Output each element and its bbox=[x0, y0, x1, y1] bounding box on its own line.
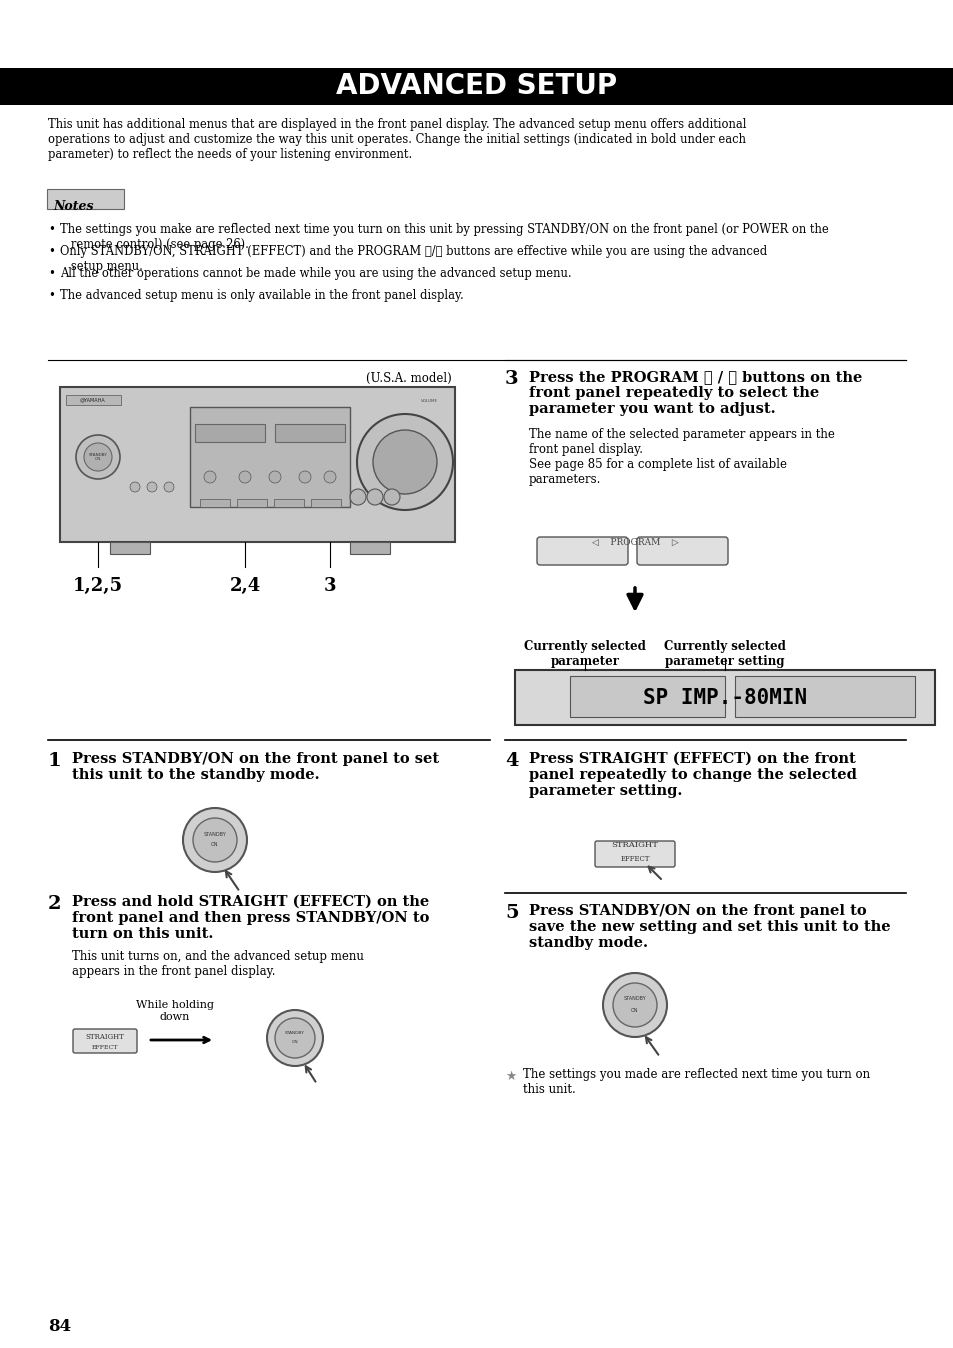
Circle shape bbox=[76, 435, 120, 479]
Text: •: • bbox=[48, 288, 55, 302]
Circle shape bbox=[193, 818, 236, 861]
Circle shape bbox=[613, 983, 657, 1027]
Text: EFFECT: EFFECT bbox=[619, 855, 649, 863]
Circle shape bbox=[602, 973, 666, 1037]
Circle shape bbox=[269, 470, 281, 483]
FancyBboxPatch shape bbox=[537, 537, 627, 565]
FancyBboxPatch shape bbox=[637, 537, 727, 565]
Bar bbox=[0, 67, 953, 105]
Bar bbox=[569, 675, 724, 717]
Bar bbox=[515, 670, 934, 725]
Text: While holding
down: While holding down bbox=[136, 1000, 213, 1022]
Text: STRAIGHT: STRAIGHT bbox=[86, 1033, 124, 1041]
Text: This unit has additional menus that are displayed in the front panel display. Th: This unit has additional menus that are … bbox=[48, 119, 745, 160]
Circle shape bbox=[130, 483, 140, 492]
FancyBboxPatch shape bbox=[595, 841, 675, 867]
Text: 2: 2 bbox=[48, 895, 61, 913]
Bar bbox=[350, 542, 390, 554]
Text: Only STANDBY/ON, STRAIGHT (EFFECT) and the PROGRAM ⋕/⋖ buttons are effective whi: Only STANDBY/ON, STRAIGHT (EFFECT) and t… bbox=[60, 245, 766, 274]
Text: Press the PROGRAM ⋕ / ⋖ buttons on the
front panel repeatedly to select the
para: Press the PROGRAM ⋕ / ⋖ buttons on the f… bbox=[529, 369, 862, 417]
Text: STANDBY
ON: STANDBY ON bbox=[89, 453, 108, 461]
Circle shape bbox=[164, 483, 173, 492]
Text: 5: 5 bbox=[504, 905, 518, 922]
Circle shape bbox=[350, 489, 366, 506]
Circle shape bbox=[204, 470, 215, 483]
FancyBboxPatch shape bbox=[47, 189, 124, 209]
Text: 1,2,5: 1,2,5 bbox=[72, 577, 123, 594]
Bar bbox=[236, 499, 267, 507]
Text: Notes: Notes bbox=[53, 200, 93, 213]
Circle shape bbox=[239, 470, 251, 483]
Text: 1: 1 bbox=[48, 752, 62, 770]
Circle shape bbox=[367, 489, 382, 506]
Text: 3: 3 bbox=[504, 369, 518, 388]
Bar bbox=[274, 499, 304, 507]
Text: 84: 84 bbox=[48, 1318, 71, 1335]
Bar bbox=[66, 395, 121, 404]
Text: •: • bbox=[48, 267, 55, 280]
Circle shape bbox=[298, 470, 311, 483]
Text: ★: ★ bbox=[504, 1070, 516, 1082]
Text: The settings you make are reflected next time you turn on this unit by pressing : The settings you make are reflected next… bbox=[60, 222, 828, 251]
Circle shape bbox=[183, 807, 247, 872]
Text: SP IMP.-80MIN: SP IMP.-80MIN bbox=[642, 689, 806, 709]
Text: 4: 4 bbox=[504, 752, 518, 770]
Text: ADVANCED SETUP: ADVANCED SETUP bbox=[336, 73, 617, 101]
Text: The name of the selected parameter appears in the
front panel display.
See page : The name of the selected parameter appea… bbox=[529, 429, 834, 487]
Text: VOLUME: VOLUME bbox=[421, 399, 438, 403]
Circle shape bbox=[384, 489, 399, 506]
Text: ON: ON bbox=[292, 1041, 298, 1043]
Circle shape bbox=[274, 1018, 314, 1058]
Text: All the other operations cannot be made while you are using the advanced setup m: All the other operations cannot be made … bbox=[60, 267, 571, 280]
Circle shape bbox=[373, 430, 436, 493]
Text: STANDBY: STANDBY bbox=[285, 1031, 305, 1035]
Bar bbox=[734, 675, 914, 717]
Text: @YAMAHA: @YAMAHA bbox=[80, 398, 106, 403]
Text: STANDBY: STANDBY bbox=[203, 832, 226, 837]
FancyBboxPatch shape bbox=[73, 1029, 137, 1053]
Text: Press STRAIGHT (EFFECT) on the front
panel repeatedly to change the selected
par: Press STRAIGHT (EFFECT) on the front pan… bbox=[529, 752, 856, 798]
Text: •: • bbox=[48, 245, 55, 257]
Bar bbox=[60, 387, 455, 542]
Text: Press STANDBY/ON on the front panel to set
this unit to the standby mode.: Press STANDBY/ON on the front panel to s… bbox=[71, 752, 438, 782]
Bar bbox=[190, 407, 350, 507]
Text: The settings you made are reflected next time you turn on
this unit.: The settings you made are reflected next… bbox=[522, 1068, 869, 1096]
Text: STRAIGHT: STRAIGHT bbox=[611, 841, 658, 849]
Text: 2,4: 2,4 bbox=[229, 577, 260, 594]
Text: Currently selected
parameter: Currently selected parameter bbox=[523, 640, 645, 669]
Text: •: • bbox=[48, 222, 55, 236]
Text: STANDBY: STANDBY bbox=[623, 996, 646, 1002]
Text: (U.S.A. model): (U.S.A. model) bbox=[366, 372, 452, 386]
Bar bbox=[200, 499, 230, 507]
Text: 3: 3 bbox=[323, 577, 335, 594]
Text: Press and hold STRAIGHT (EFFECT) on the
front panel and then press STANDBY/ON to: Press and hold STRAIGHT (EFFECT) on the … bbox=[71, 895, 429, 941]
Text: Press STANDBY/ON on the front panel to
save the new setting and set this unit to: Press STANDBY/ON on the front panel to s… bbox=[529, 905, 890, 950]
Text: ON: ON bbox=[631, 1007, 639, 1012]
Text: ◁    PROGRAM    ▷: ◁ PROGRAM ▷ bbox=[591, 538, 678, 547]
Text: ON: ON bbox=[211, 842, 218, 848]
Bar bbox=[110, 542, 150, 554]
Text: The advanced setup menu is only available in the front panel display.: The advanced setup menu is only availabl… bbox=[60, 288, 463, 302]
Bar bbox=[274, 425, 345, 442]
Text: This unit turns on, and the advanced setup menu
appears in the front panel displ: This unit turns on, and the advanced set… bbox=[71, 950, 363, 979]
Bar bbox=[194, 425, 265, 442]
Circle shape bbox=[356, 414, 453, 510]
Bar bbox=[311, 499, 340, 507]
Text: Currently selected
parameter setting: Currently selected parameter setting bbox=[663, 640, 785, 669]
Circle shape bbox=[267, 1010, 323, 1066]
Circle shape bbox=[147, 483, 157, 492]
Text: EFFECT: EFFECT bbox=[91, 1045, 118, 1050]
Circle shape bbox=[84, 443, 112, 470]
Circle shape bbox=[324, 470, 335, 483]
